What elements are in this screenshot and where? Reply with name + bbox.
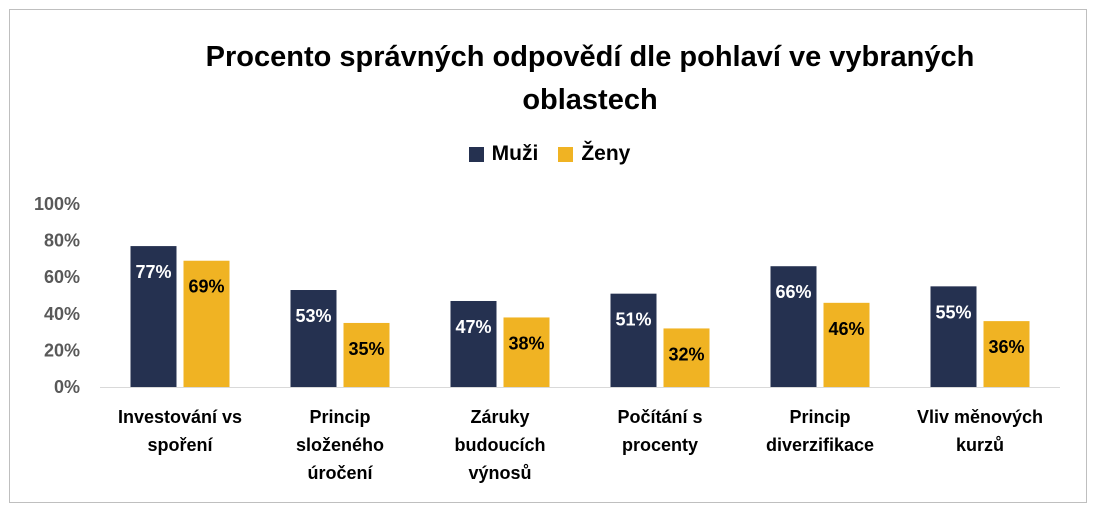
legend-swatch-muzi (468, 146, 484, 162)
y-tick-label: 80% (44, 231, 80, 251)
bar-muzi (610, 293, 657, 387)
data-label: 36% (988, 337, 1024, 357)
data-label: 46% (828, 319, 864, 339)
y-tick-label: 0% (54, 377, 80, 397)
x-category-label: výnosů (468, 463, 531, 483)
x-category-label: budoucích (455, 435, 546, 455)
bar-muzi (930, 286, 977, 387)
legend-label-zeny: Ženy (581, 142, 631, 165)
data-label: 32% (668, 344, 704, 364)
y-tick-label: 60% (44, 267, 80, 287)
x-category-label: Počítání s (617, 407, 702, 427)
y-tick-label: 40% (44, 304, 80, 324)
bar-muzi (130, 246, 177, 387)
x-category-label: Investování vs (118, 407, 242, 427)
legend-item-muzi: Muži (468, 142, 539, 166)
y-tick-label: 20% (44, 340, 80, 360)
chart-legend: Muži Ženy (0, 140, 1099, 168)
data-label: 69% (188, 277, 224, 297)
data-label: 77% (135, 262, 171, 282)
data-label: 53% (295, 306, 331, 326)
chart-title: Procento správných odpovědí dle pohlaví … (150, 36, 1030, 122)
bar-zeny (343, 322, 390, 387)
data-label: 51% (615, 310, 651, 330)
bar-muzi (450, 300, 497, 387)
data-label: 47% (455, 317, 491, 337)
chart-title-line-1: Procento správných odpovědí dle pohlaví … (205, 41, 975, 73)
x-category-label: složeného (296, 435, 384, 455)
x-category-label: spoření (147, 435, 213, 455)
y-tick-label: 100% (34, 194, 80, 214)
bar-zeny (983, 321, 1030, 387)
bar-zeny (823, 302, 870, 387)
x-category-label: procenty (622, 435, 698, 455)
x-category-label: Princip (789, 407, 850, 427)
legend-label-muzi: Muži (491, 142, 539, 165)
data-label: 55% (935, 302, 971, 322)
x-category-label: kurzů (956, 435, 1004, 455)
legend-item-zeny: Ženy (558, 142, 630, 166)
bar-muzi (290, 290, 337, 387)
x-category-label: Vliv měnových (917, 407, 1043, 427)
bar-zeny (183, 260, 230, 387)
bar-zeny (663, 328, 710, 387)
data-label: 66% (775, 282, 811, 302)
bar-muzi (770, 266, 817, 387)
data-label: 38% (508, 333, 544, 353)
data-label: 35% (348, 339, 384, 359)
legend-swatch-zeny (558, 146, 574, 162)
chart-title-line-2: oblastech (522, 84, 658, 116)
x-category-label: Princip (309, 407, 370, 427)
x-category-label: Záruky (470, 407, 529, 427)
bar-zeny (503, 317, 550, 387)
chart-frame (9, 9, 1087, 503)
x-category-label: diverzifikace (766, 435, 874, 455)
x-category-label: úročení (307, 463, 373, 483)
